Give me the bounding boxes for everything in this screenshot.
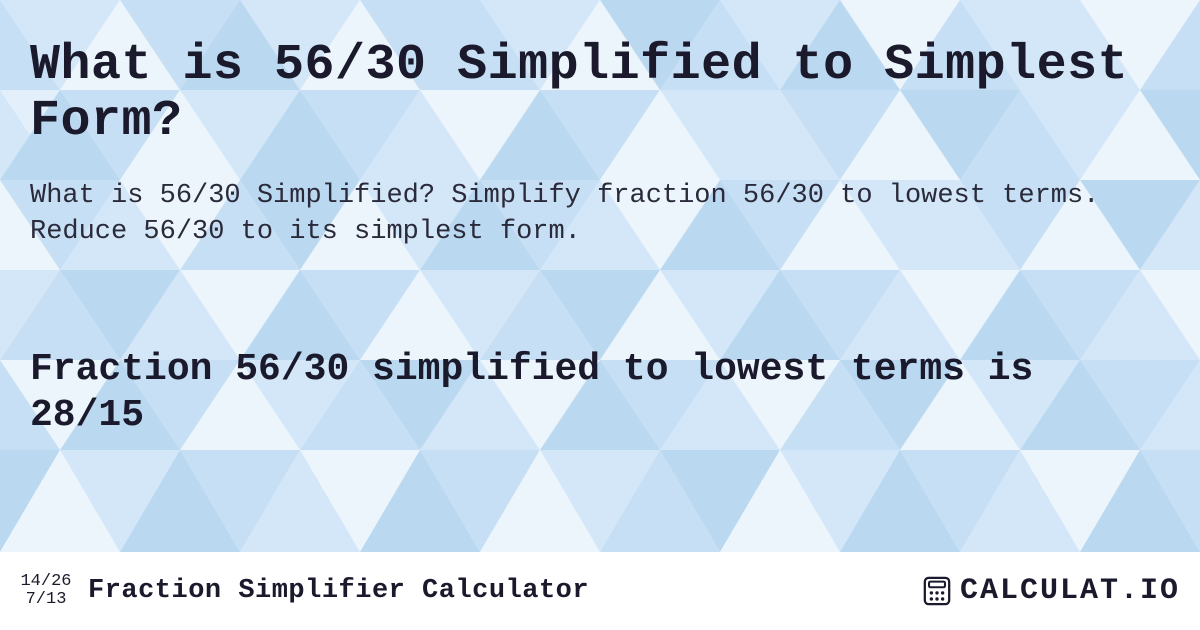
page-description: What is 56/30 Simplified? Simplify fract… [30, 178, 1170, 251]
footer-left: 14/26 7/13 Fraction Simplifier Calculato… [18, 573, 589, 609]
fraction-logo-top: 14/26 [20, 573, 71, 591]
answer-heading: Fraction 56/30 simplified to lowest term… [30, 347, 1170, 440]
calculator-icon [920, 574, 954, 608]
brand: CALCULAT.IO [920, 574, 1180, 608]
fraction-logo-icon: 14/26 7/13 [18, 573, 74, 609]
main-content: What is 56/30 Simplified to Simplest For… [0, 0, 1200, 440]
footer-title: Fraction Simplifier Calculator [88, 576, 589, 606]
brand-text: CALCULAT.IO [960, 574, 1180, 608]
fraction-logo-bottom: 7/13 [26, 591, 67, 609]
page-title: What is 56/30 Simplified to Simplest For… [30, 38, 1170, 150]
footer-bar: 14/26 7/13 Fraction Simplifier Calculato… [0, 552, 1200, 630]
